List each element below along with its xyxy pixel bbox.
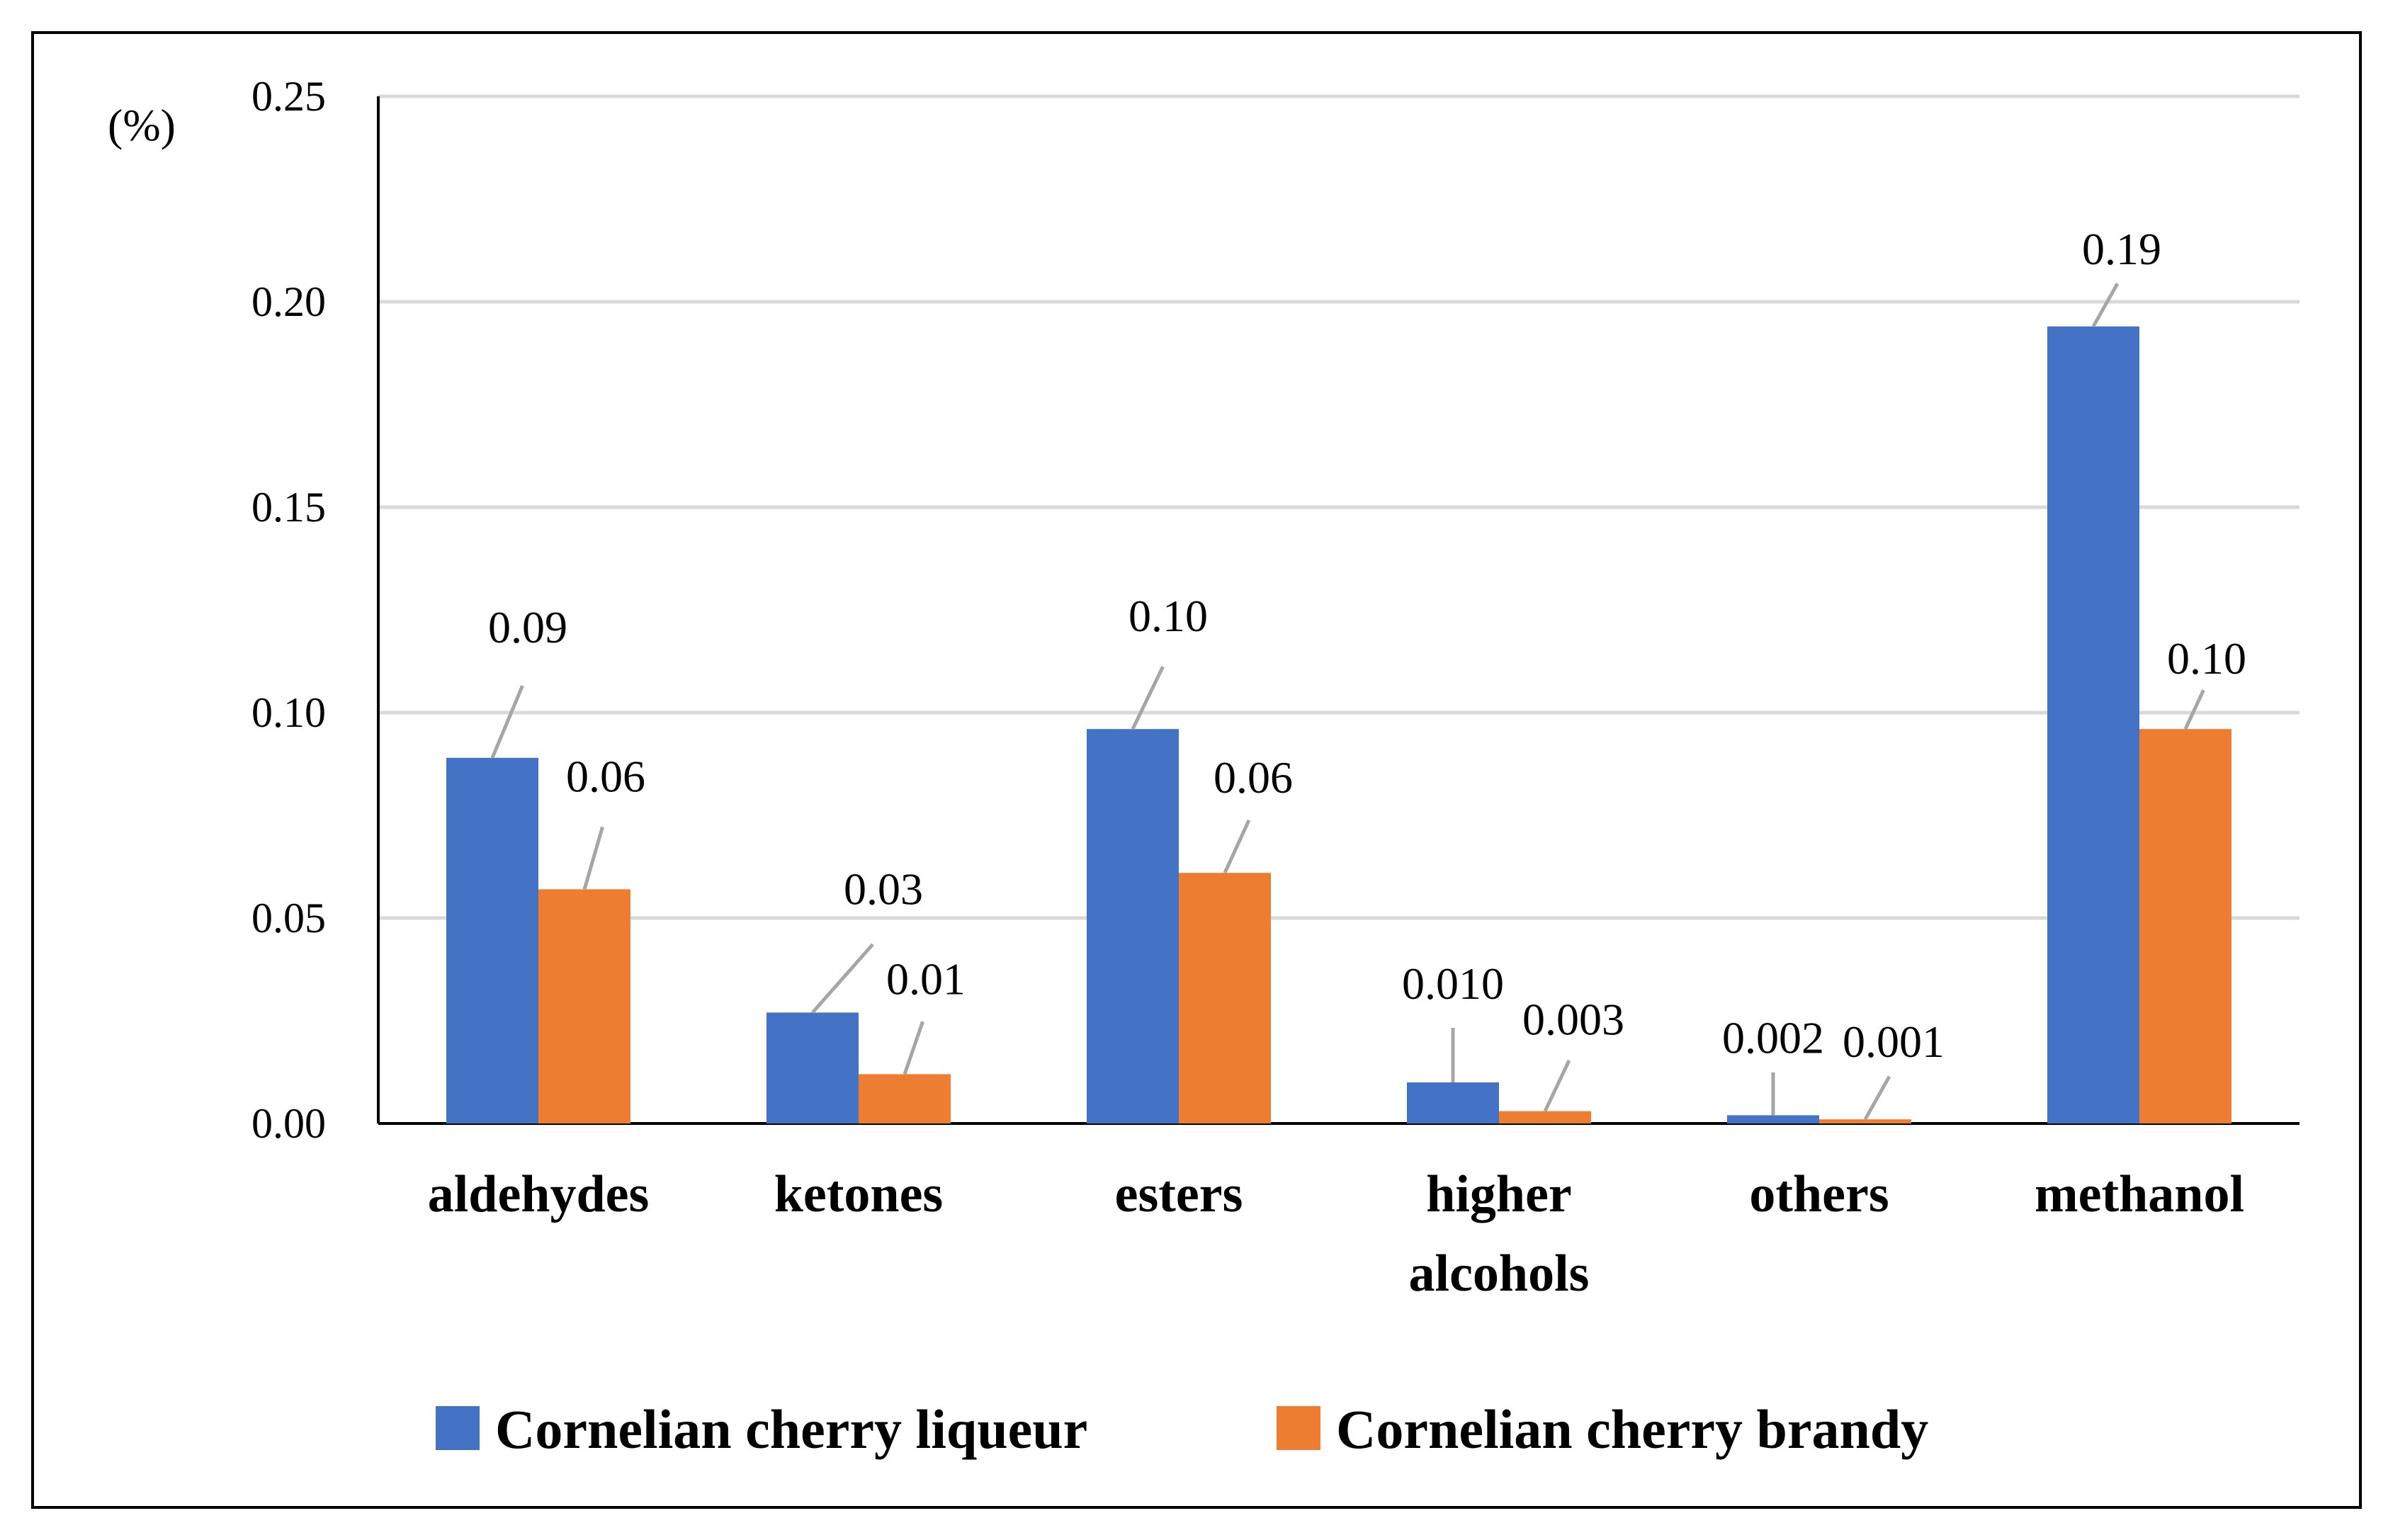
y-tick-label: 0.00 xyxy=(251,1100,326,1147)
bar-brandy xyxy=(538,889,630,1123)
data-label: 0.03 xyxy=(844,864,923,914)
label-leader-lines xyxy=(490,283,2205,1121)
y-axis-unit-label: (%) xyxy=(108,100,176,150)
y-tick-label: 0.05 xyxy=(251,895,326,941)
bar-brandy xyxy=(1179,873,1271,1123)
data-label: 0.06 xyxy=(1214,752,1293,803)
y-tick-label: 0.25 xyxy=(251,73,326,120)
data-label: 0.01 xyxy=(886,953,966,1004)
data-label: 0.10 xyxy=(1128,591,1208,641)
category-label: alcohols xyxy=(1409,1245,1590,1303)
y-tick-label: 0.20 xyxy=(251,278,326,325)
leader-line xyxy=(903,1021,924,1075)
bar-liqueur xyxy=(766,1012,859,1123)
category-label: esters xyxy=(1115,1165,1243,1223)
category-label: higher xyxy=(1426,1165,1572,1223)
bar-brandy xyxy=(1499,1111,1591,1123)
bar-brandy xyxy=(2139,729,2231,1123)
category-labels: aldehydes ketones esters higher alcohols othe… xyxy=(428,1165,2244,1303)
data-label: 0.003 xyxy=(1522,995,1624,1045)
bar-chart: 0.000.050.100.150.200.25 0.090.030.100.0… xyxy=(108,73,2299,1460)
bar-liqueur xyxy=(446,757,538,1123)
bar-liqueur xyxy=(1727,1115,1819,1123)
category-label: ketones xyxy=(774,1165,943,1223)
chart-frame: 0.00 0.05 0.10 0.15 0.20 0.25 0.09 0.03 0.10 0.0… xyxy=(31,31,2362,1509)
leader-line xyxy=(1863,1075,1891,1121)
data-label: 0.001 xyxy=(1843,1017,1945,1067)
data-label: 0.002 xyxy=(1722,1012,1824,1063)
bar-liqueur xyxy=(1407,1082,1499,1123)
bar-brandy xyxy=(859,1074,951,1123)
y-tick-label: 0.10 xyxy=(251,689,326,736)
legend: Cornelian cherry liqueur Cornelian cherry… xyxy=(436,1398,1928,1460)
bar-liqueur xyxy=(2047,326,2139,1123)
y-tick-label: 0.15 xyxy=(251,484,326,531)
category-label: methanol xyxy=(2035,1165,2244,1223)
leader-line xyxy=(582,826,604,890)
data-label: 0.10 xyxy=(2167,633,2246,684)
legend-swatch xyxy=(1277,1406,1320,1450)
legend-label: Cornelian cherry brandy xyxy=(1336,1398,1928,1460)
leader-line xyxy=(2091,283,2120,328)
leader-line xyxy=(2183,689,2205,730)
data-label: 0.09 xyxy=(488,602,567,652)
data-label: 0.19 xyxy=(2082,224,2161,274)
leader-line xyxy=(1223,819,1251,874)
leader-line xyxy=(1543,1060,1571,1112)
category-label: others xyxy=(1749,1165,1889,1223)
bar-brandy xyxy=(1819,1119,1911,1123)
bar-liqueur xyxy=(1087,729,1179,1123)
leader-line xyxy=(490,685,524,759)
data-labels: 0.09 0.03 0.10 0.010 0.002 0.19 0.06 0.01 0.06 0.… xyxy=(488,224,2246,1067)
gridlines xyxy=(378,94,2299,920)
data-label: 0.06 xyxy=(566,751,645,801)
leader-line xyxy=(811,943,874,1014)
axes: 0.00 0.05 0.10 0.15 0.20 0.25 xyxy=(251,73,2299,1147)
category-label: aldehydes xyxy=(428,1165,650,1223)
legend-swatch xyxy=(436,1406,480,1450)
data-label: 0.010 xyxy=(1402,958,1504,1009)
leader-line xyxy=(1131,666,1165,730)
bars xyxy=(446,326,2231,1123)
legend-label: Cornelian cherry liqueur xyxy=(495,1398,1087,1460)
